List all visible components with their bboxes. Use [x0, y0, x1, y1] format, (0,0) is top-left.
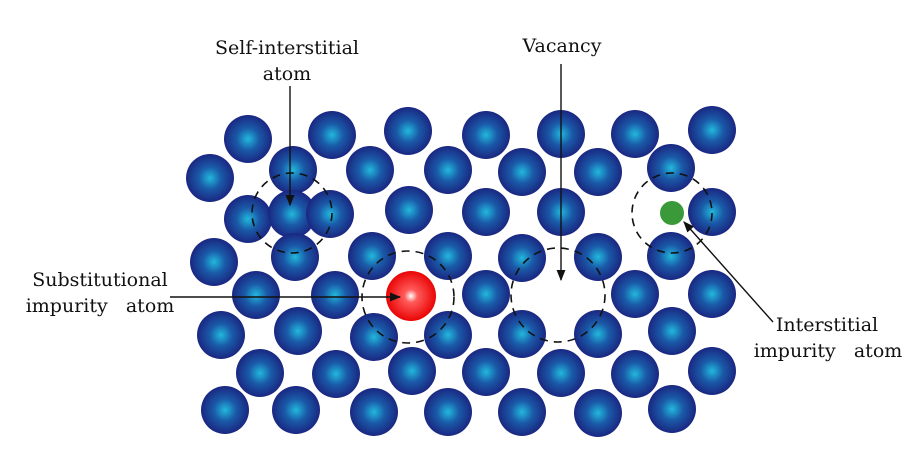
host-atom: [269, 146, 317, 194]
self-interstitial-label-line2: atom: [263, 63, 311, 85]
interstitial-arrow: [683, 221, 774, 323]
host-atom: [574, 310, 622, 358]
host-atom: [498, 234, 546, 282]
host-atom: [462, 111, 510, 159]
host-atom: [498, 148, 546, 196]
host-atom: [498, 388, 546, 436]
host-atom: [537, 349, 585, 397]
host-atom: [688, 347, 736, 395]
host-atom: [424, 388, 472, 436]
host-atom: [186, 154, 234, 202]
host-atom: [385, 186, 433, 234]
host-atom: [311, 271, 359, 319]
host-atom: [647, 144, 695, 192]
host-atom: [190, 238, 238, 286]
host-atom: [648, 307, 696, 355]
vacancy-dashed-circle: [510, 247, 606, 343]
host-atom: [647, 232, 695, 280]
host-atom: [348, 232, 396, 280]
host-atom: [648, 385, 696, 433]
host-atom: [346, 146, 394, 194]
host-atom: [350, 388, 398, 436]
host-atom: [236, 349, 284, 397]
host-atom: [688, 270, 736, 318]
host-atom: [312, 350, 360, 398]
host-atom: [424, 311, 472, 359]
substitutional-label-line1: Substitutional: [32, 269, 168, 291]
host-atom: [462, 188, 510, 236]
host-atom: [308, 111, 356, 159]
vacancy-label: Vacancy: [522, 35, 602, 57]
host-atom: [424, 232, 472, 280]
host-atom: [384, 107, 432, 155]
host-atom: [424, 146, 472, 194]
host-atom: [268, 190, 316, 238]
host-atom: [462, 348, 510, 396]
host-atom: [350, 313, 398, 361]
host-atom: [388, 347, 436, 395]
interstitial-dashed-circle: [631, 172, 713, 254]
interstitial-label-line2: impurity atom: [754, 340, 903, 362]
host-atom: [462, 270, 510, 318]
substitutional-label-line2: impurity atom: [26, 295, 175, 317]
host-atom: [306, 190, 354, 238]
host-atom: [271, 233, 319, 281]
self-interstitial-label-line1: Self-interstitial: [215, 37, 359, 59]
host-atom: [611, 350, 659, 398]
interstitial-impurity-atom: [660, 201, 684, 225]
host-atom: [688, 106, 736, 154]
host-atom: [197, 311, 245, 359]
host-atom: [201, 386, 249, 434]
self-interstitial-dashed-circle: [251, 172, 333, 254]
host-atom: [574, 148, 622, 196]
host-atom: [688, 188, 736, 236]
host-atom: [611, 110, 659, 158]
host-atom-lattice: [186, 106, 736, 437]
host-atom: [611, 270, 659, 318]
host-atom: [574, 389, 622, 437]
host-atom: [232, 271, 280, 319]
host-atom: [574, 233, 622, 281]
host-atom: [224, 115, 272, 163]
substitutional-impurity-atom: [386, 271, 436, 321]
host-atom: [274, 307, 322, 355]
host-atom: [272, 386, 320, 434]
host-atom: [498, 310, 546, 358]
host-atom: [224, 195, 272, 243]
interstitial-label-line1: Interstitial: [776, 314, 878, 336]
